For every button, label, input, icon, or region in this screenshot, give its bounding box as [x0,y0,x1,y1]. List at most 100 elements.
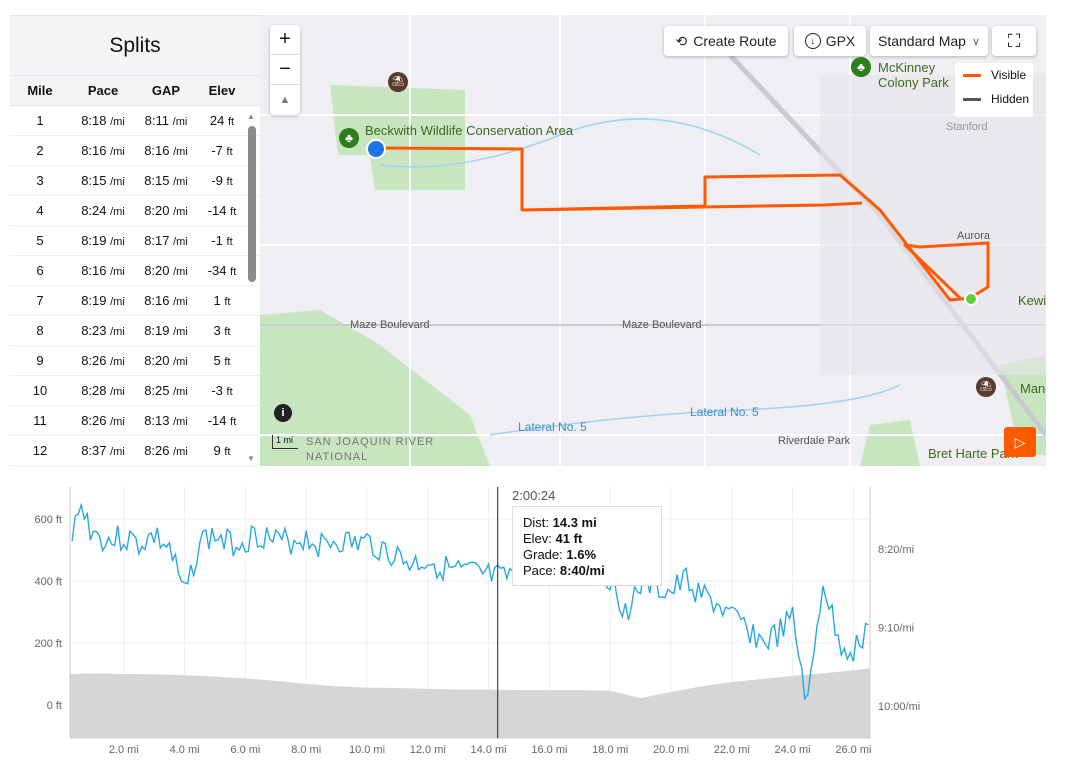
split-mile: 12 [32,443,48,458]
split-row[interactable]: 5 8:19 /mi 8:17 /mi -1 ft [10,226,260,256]
tip-dist: 14.3 mi [552,515,597,530]
elev-unit: ft [226,176,233,188]
route-map[interactable]: + − ▲ ⟲ Create Route ↓ GPX Standard Map ∨ ⛶… [260,15,1046,466]
gap-unit: /mi [173,176,188,188]
split-mile: 10 [32,383,48,398]
create-route-label: Create Route [693,33,777,49]
col-mile[interactable]: Mile [27,83,53,98]
gap-value: 8:20 [144,263,170,278]
end-marker[interactable] [964,292,978,306]
split-elev: 9 ft [196,443,248,458]
legend-hidden[interactable]: Hidden [955,87,1033,111]
legend-visible[interactable]: Visible [955,63,1033,87]
split-row[interactable]: 1 8:18 /mi 8:11 /mi 24 ft [10,106,260,136]
zoom-out-button[interactable]: − [270,55,300,85]
split-pace: 8:23 /mi [70,323,136,338]
y-right-tick-label: 9:10/mi [878,623,914,635]
label-riverdale: Riverdale Park [778,435,851,447]
gap-unit: /mi [173,446,188,458]
split-elev: -34 ft [196,263,248,278]
split-row[interactable]: 2 8:16 /mi 8:16 /mi -7 ft [10,136,260,166]
picnic-icon[interactable]: ⛱ [976,377,996,397]
col-elev[interactable]: Elev [208,83,236,98]
gap-unit: /mi [173,206,188,218]
compass-button[interactable]: ▲ [279,94,291,106]
pace-unit: /mi [110,326,125,338]
split-mile: 9 [36,353,44,368]
gap-value: 8:25 [144,383,170,398]
split-mile: 11 [33,413,47,428]
gap-unit: /mi [173,296,188,308]
split-mile: 1 [36,113,44,128]
split-pace: 8:16 /mi [70,143,136,158]
elev-value: -3 [211,383,223,398]
chevron-down-icon: ∨ [971,35,980,48]
split-row[interactable]: 8 8:23 /mi 8:19 /mi 3 ft [10,316,260,346]
split-pace: 8:28 /mi [70,383,136,398]
tip-grade: 1.6% [566,547,597,562]
x-tick-label: 4.0 mi [170,744,200,756]
splits-rows[interactable]: 1 8:18 /mi 8:11 /mi 24 ft 2 8:16 /mi 8:16… [10,106,260,466]
pace-value: 8:26 [81,413,107,428]
split-pace: 8:19 /mi [70,233,136,248]
split-row[interactable]: 3 8:15 /mi 8:15 /mi -9 ft [10,166,260,196]
scroll-up-icon[interactable]: ▲ [247,112,255,121]
scrollbar-thumb[interactable] [248,126,256,282]
elev-unit: ft [224,326,231,338]
split-mile: 2 [36,143,44,158]
gap-unit: /mi [173,146,188,158]
play-flyover-button[interactable]: ▷ [1004,427,1036,457]
label-kewin: Kewin [1018,293,1046,308]
pace-unit: /mi [110,296,125,308]
elevation-pace-chart[interactable]: 2.0 mi 4.0 mi 6.0 mi 8.0 mi 10.0 mi 12.0 mi 14… [0,470,1074,759]
split-row[interactable]: 11 8:26 /mi 8:13 /mi -14 ft [10,406,260,436]
x-tick-label: 26.0 mi [835,744,871,756]
split-gap: 8:20 /mi [136,203,196,218]
split-row[interactable]: 4 8:24 /mi 8:20 /mi -14 ft [10,196,260,226]
col-pace[interactable]: Pace [87,83,119,98]
label-stanford: Stanford [946,121,988,133]
split-mile: 8 [36,323,44,338]
tip-grade-label: Grade: [523,547,563,562]
col-gap[interactable]: GAP [151,83,181,98]
x-tick-label: 12.0 mi [410,744,446,756]
split-row[interactable]: 10 8:28 /mi 8:25 /mi -3 ft [10,376,260,406]
legend-visible-label: Visible [991,68,1027,82]
split-pace: 8:37 /mi [70,443,136,458]
fullscreen-icon: ⛶ [1007,30,1021,51]
zoom-in-button[interactable]: + [270,25,300,55]
split-row[interactable]: 12 8:37 /mi 8:26 /mi 9 ft [10,436,260,466]
split-pace: 8:16 /mi [70,263,136,278]
gap-value: 8:16 [144,143,170,158]
pace-value: 8:15 [81,173,107,188]
gap-unit: /mi [173,356,188,368]
gap-unit: /mi [172,116,188,128]
gap-value: 8:16 [144,293,170,308]
pace-unit: /mi [110,386,125,398]
gpx-download-button[interactable]: ↓ GPX [794,26,866,56]
gap-value: 8:20 [144,353,170,368]
elev-unit: ft [230,416,237,428]
split-row[interactable]: 9 8:26 /mi 8:20 /mi 5 ft [10,346,260,376]
label-lateral-1: Lateral No. 5 [518,420,587,434]
scroll-down-icon[interactable]: ▼ [247,454,255,463]
map-scale: 1 mi [272,435,298,449]
pace-unit: /mi [110,116,125,128]
pace-unit: /mi [110,236,125,248]
split-row[interactable]: 6 8:16 /mi 8:20 /mi -34 ft [10,256,260,286]
splits-title: Splits [10,16,260,76]
create-route-button[interactable]: ⟲ Create Route [664,26,788,56]
label-san-joaquin: SAN JOAQUIN RIVER NATIONAL [306,436,435,463]
info-icon[interactable]: i [274,404,292,422]
elevation-area [70,668,870,738]
x-tick-label: 18.0 mi [592,744,628,756]
elev-unit: ft [224,446,231,458]
park-tree-icon[interactable]: ♣ [339,128,359,148]
start-marker[interactable] [366,139,386,159]
split-gap: 8:19 /mi [136,323,196,338]
map-style-select[interactable]: Standard Map ∨ [870,26,988,56]
fullscreen-button[interactable]: ⛶ [992,26,1036,56]
park-tree-icon[interactable]: ♣ [851,57,871,77]
picnic-icon[interactable]: ⛱ [388,72,408,92]
split-row[interactable]: 7 8:19 /mi 8:16 /mi 1 ft [10,286,260,316]
